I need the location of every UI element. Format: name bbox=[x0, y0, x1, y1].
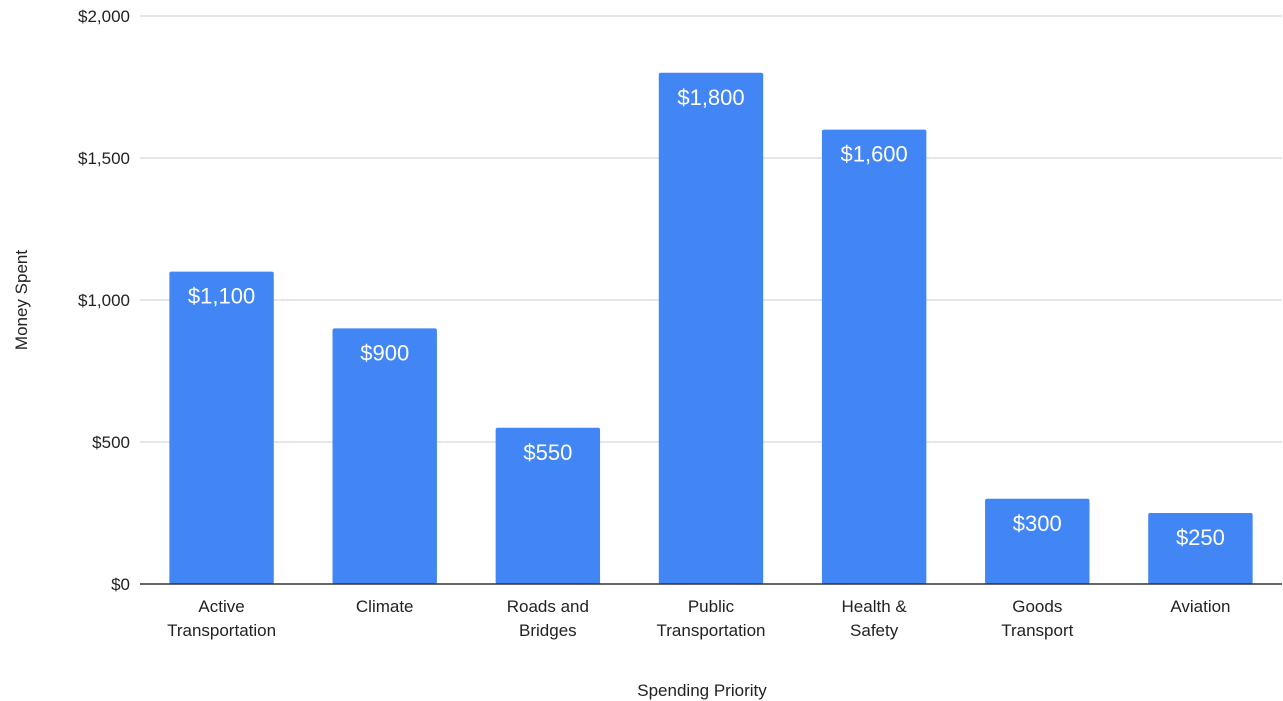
bar-value-label: $900 bbox=[360, 340, 409, 365]
y-tick-label: $2,000 bbox=[78, 7, 130, 26]
y-tick-label: $0 bbox=[111, 575, 130, 594]
x-category-line: Active bbox=[198, 597, 244, 616]
x-category-line: Aviation bbox=[1170, 597, 1230, 616]
x-category-line: Goods bbox=[1012, 597, 1062, 616]
x-category-line: Public bbox=[688, 597, 735, 616]
x-axis-title: Spending Priority bbox=[637, 681, 767, 700]
bar bbox=[495, 427, 601, 584]
x-category-line: Safety bbox=[850, 621, 899, 640]
y-axis-ticks: $0 $500 $1,000 $1,500 $2,000 bbox=[78, 7, 130, 594]
bar-value-label: $300 bbox=[1013, 511, 1062, 536]
x-category-line: Bridges bbox=[519, 621, 577, 640]
bar bbox=[658, 72, 764, 585]
x-category-label: Health & Safety bbox=[842, 597, 908, 640]
x-category-label: Public Transportation bbox=[657, 597, 766, 640]
bars bbox=[169, 72, 1253, 585]
y-tick-label: $1,500 bbox=[78, 149, 130, 168]
bar bbox=[169, 271, 274, 584]
x-category-line: Roads and bbox=[507, 597, 589, 616]
bar-value-label: $250 bbox=[1176, 525, 1225, 550]
x-category-label: Aviation bbox=[1170, 597, 1230, 616]
bar-value-label: $1,600 bbox=[840, 142, 907, 167]
bar bbox=[332, 328, 437, 584]
bar-value-label: $550 bbox=[523, 440, 572, 465]
x-category-line: Transportation bbox=[167, 621, 276, 640]
bar-value-label: $1,100 bbox=[188, 284, 255, 309]
x-category-label: Active Transportation bbox=[167, 597, 276, 640]
data-labels: $1,100 $900 $550 $1,800 $1,600 $300 $250 bbox=[188, 85, 1225, 550]
bar bbox=[985, 498, 1090, 584]
x-category-line: Health & bbox=[842, 597, 908, 616]
bar bbox=[1148, 513, 1253, 584]
x-category-label: Climate bbox=[356, 597, 414, 616]
y-axis-title: Money Spent bbox=[12, 250, 31, 350]
x-axis-categories: Active Transportation Climate Roads and Brid… bbox=[167, 597, 1230, 640]
bar-value-label: $1,800 bbox=[677, 85, 744, 110]
y-tick-label: $1,000 bbox=[78, 291, 130, 310]
bar bbox=[821, 129, 927, 584]
x-category-line: Transport bbox=[1001, 621, 1073, 640]
x-category-label: Goods Transport bbox=[1001, 597, 1073, 640]
y-tick-label: $500 bbox=[92, 433, 130, 452]
x-category-label: Roads and Bridges bbox=[507, 597, 589, 640]
x-category-line: Climate bbox=[356, 597, 414, 616]
x-category-line: Transportation bbox=[657, 621, 766, 640]
